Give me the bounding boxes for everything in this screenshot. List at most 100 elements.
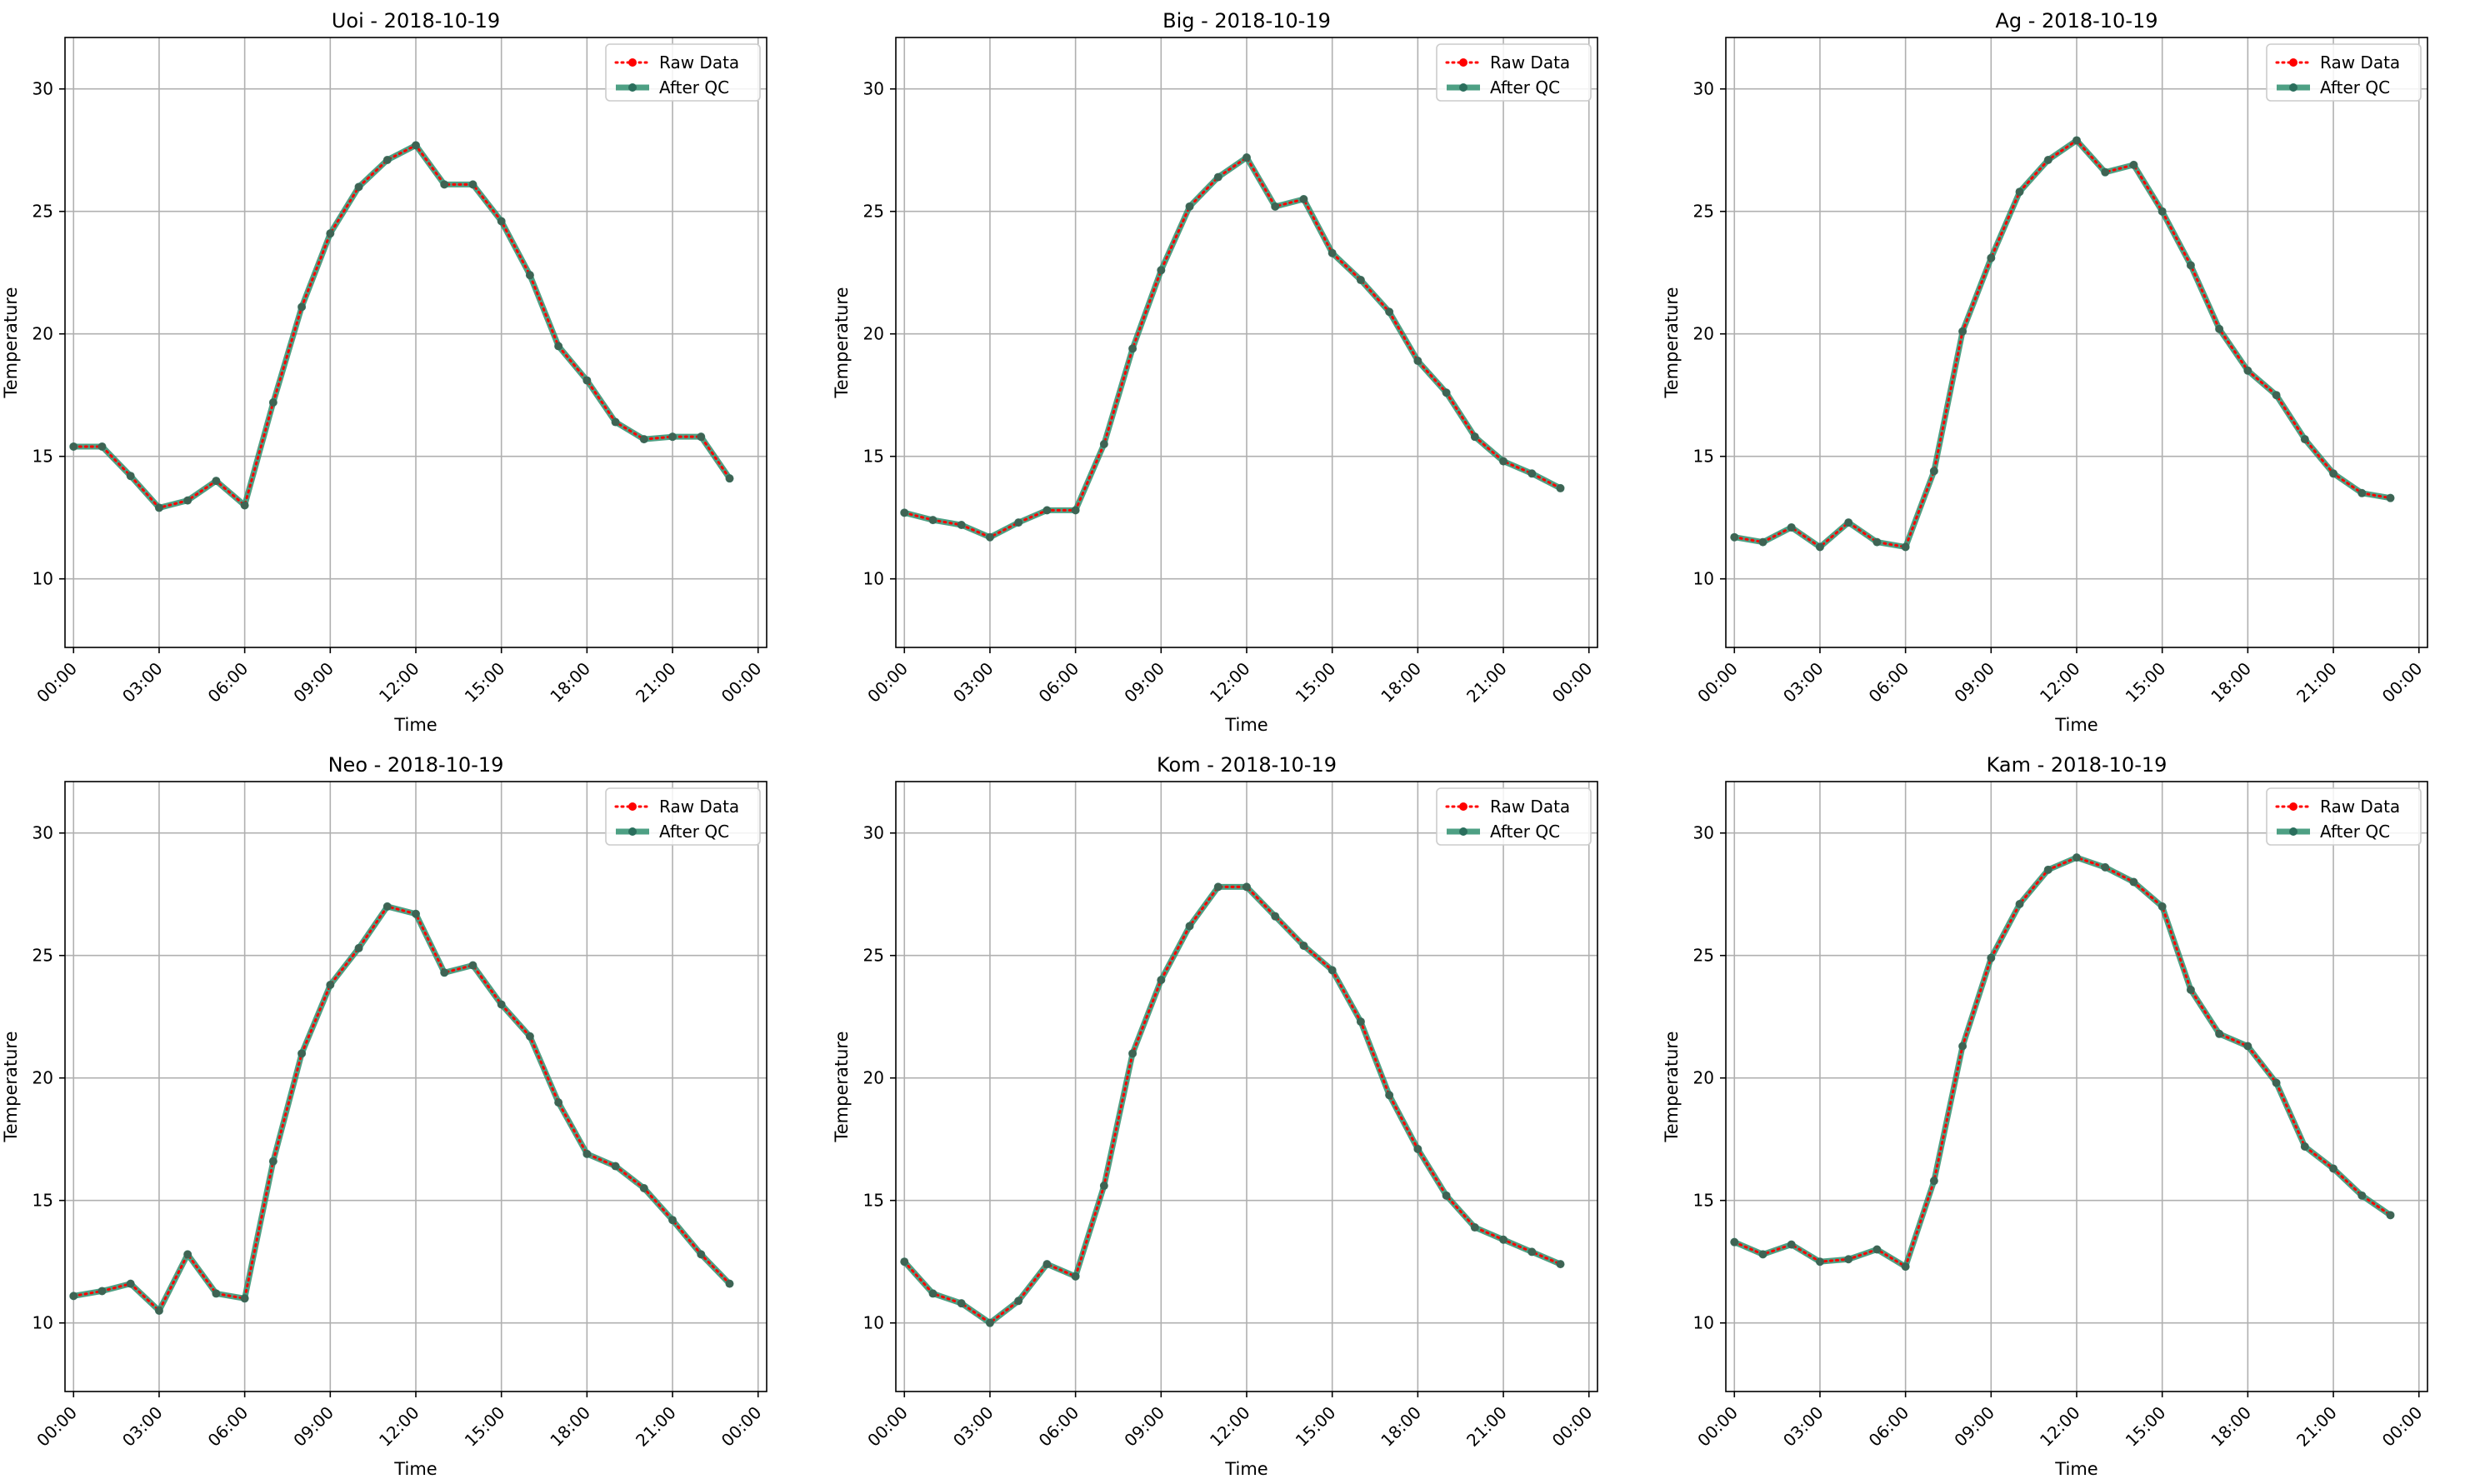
after-qc-point bbox=[928, 516, 938, 525]
after-qc-point bbox=[1356, 1017, 1365, 1027]
after-qc-point bbox=[2386, 1211, 2395, 1220]
x-tick-label: 06:00 bbox=[204, 658, 252, 707]
after-qc-point bbox=[582, 1149, 592, 1158]
after-qc-point bbox=[2329, 1164, 2338, 1173]
x-tick-label: 03:00 bbox=[118, 658, 167, 707]
x-tick-label: 12:00 bbox=[2036, 1402, 2084, 1451]
y-tick-label: 30 bbox=[1693, 79, 1714, 99]
after-qc-point bbox=[2272, 1078, 2281, 1087]
after-qc-point bbox=[2043, 865, 2052, 874]
after-qc-point bbox=[1528, 1247, 1537, 1257]
x-tick-label: 15:00 bbox=[2122, 1402, 2170, 1451]
after-qc-point bbox=[611, 1162, 620, 1171]
x-axis-label: Time bbox=[1224, 1459, 1268, 1479]
after-qc-point bbox=[1556, 483, 1565, 492]
y-tick-label: 15 bbox=[863, 1191, 884, 1211]
after-qc-point bbox=[1929, 1177, 1938, 1186]
x-tick-label: 00:00 bbox=[863, 1402, 912, 1451]
x-tick-label: 15:00 bbox=[461, 658, 509, 707]
x-tick-label: 00:00 bbox=[1693, 1402, 1742, 1451]
x-tick-label: 21:00 bbox=[632, 658, 680, 707]
legend-marker-raw-data bbox=[2289, 802, 2298, 811]
after-qc-point bbox=[697, 432, 706, 442]
after-qc-point bbox=[1901, 542, 1910, 552]
after-qc-point bbox=[1328, 966, 1337, 975]
after-qc-point bbox=[1128, 344, 1138, 353]
after-qc-point bbox=[1213, 172, 1222, 182]
after-qc-point bbox=[611, 417, 620, 427]
after-qc-point bbox=[1758, 1250, 1768, 1259]
after-qc-point bbox=[554, 342, 563, 351]
x-tick-label: 06:00 bbox=[1865, 1402, 1913, 1451]
after-qc-point bbox=[1987, 253, 1996, 262]
after-qc-point bbox=[1815, 1257, 1824, 1267]
y-tick-label: 30 bbox=[32, 823, 53, 843]
after-qc-point bbox=[440, 968, 449, 977]
after-qc-point bbox=[2101, 862, 2110, 872]
y-axis-label: Temperature bbox=[1662, 1031, 1682, 1142]
x-axis-label: Time bbox=[393, 1459, 437, 1479]
y-tick-label: 20 bbox=[32, 1068, 53, 1088]
x-tick-label: 21:00 bbox=[1462, 658, 1511, 707]
after-qc-point bbox=[1787, 522, 1796, 532]
after-qc-point bbox=[1872, 1245, 1882, 1254]
x-tick-label: 12:00 bbox=[2036, 658, 2084, 707]
after-qc-point bbox=[900, 508, 909, 517]
after-qc-point bbox=[412, 141, 420, 150]
x-tick-label: 12:00 bbox=[375, 1402, 423, 1451]
subplot-2: Big - 2018-10-19 10 15 20 25 30 00:00 03:00 06:0… bbox=[832, 9, 1598, 735]
after-qc-point bbox=[1213, 882, 1222, 892]
chart-title: Uoi - 2018-10-19 bbox=[332, 9, 500, 32]
after-qc-point bbox=[1442, 388, 1451, 397]
plot-frame bbox=[64, 37, 768, 648]
plot-frame bbox=[1725, 37, 2428, 648]
y-tick-label: 25 bbox=[32, 202, 53, 222]
series-line-after-qc bbox=[1731, 137, 2394, 550]
subplot-5: Kom - 2018-10-19 10 15 20 25 30 00:00 03:00 06:0… bbox=[832, 753, 1598, 1479]
after-qc-point bbox=[2329, 469, 2338, 478]
y-tick-label: 10 bbox=[863, 1313, 884, 1333]
legend-label-raw-data: Raw Data bbox=[1490, 797, 1570, 817]
x-tick-label: 03:00 bbox=[949, 1402, 998, 1451]
subplot-6: Kam - 2018-10-19 10 15 20 25 30 00:00 03:00 06:0… bbox=[1662, 753, 2428, 1479]
legend-marker-after-qc bbox=[2289, 827, 2298, 836]
after-qc-point bbox=[697, 1250, 706, 1259]
x-tick-label: 00:00 bbox=[32, 658, 81, 707]
series-line-raw-data bbox=[902, 885, 1562, 1325]
after-qc-point bbox=[497, 217, 506, 226]
after-qc-point bbox=[1442, 1191, 1451, 1200]
after-qc-point bbox=[725, 1279, 734, 1288]
x-tick-label: 00:00 bbox=[1693, 658, 1742, 707]
legend-label-after-qc: After QC bbox=[1490, 822, 1560, 842]
after-qc-point bbox=[354, 182, 363, 192]
after-qc-point bbox=[2243, 1042, 2252, 1051]
after-qc-point bbox=[1730, 532, 1739, 542]
after-qc-point bbox=[326, 981, 335, 989]
after-qc-point bbox=[240, 501, 249, 510]
after-qc-point bbox=[1470, 1223, 1479, 1232]
after-qc-point bbox=[582, 376, 592, 385]
after-qc-point bbox=[554, 1098, 563, 1107]
after-qc-point bbox=[1099, 1182, 1108, 1191]
after-qc-point bbox=[639, 1184, 648, 1192]
after-qc-point bbox=[1528, 469, 1537, 478]
after-qc-point bbox=[1929, 467, 1938, 476]
y-tick-label: 25 bbox=[863, 946, 884, 966]
legend-label-after-qc: After QC bbox=[659, 77, 729, 97]
y-tick-label: 25 bbox=[1693, 946, 1714, 966]
after-qc-point bbox=[240, 1294, 249, 1303]
y-tick-label: 30 bbox=[863, 823, 884, 843]
after-qc-point bbox=[1299, 941, 1308, 950]
after-qc-point bbox=[1385, 307, 1394, 317]
legend-label-after-qc: After QC bbox=[659, 822, 729, 842]
x-tick-label: 03:00 bbox=[1779, 658, 1828, 707]
y-tick-label: 20 bbox=[863, 324, 884, 344]
y-tick-label: 20 bbox=[1693, 1068, 1714, 1088]
plot-frame bbox=[1725, 781, 2428, 1392]
after-qc-point bbox=[2101, 167, 2110, 177]
x-tick-label: 09:00 bbox=[1120, 658, 1168, 707]
y-tick-label: 15 bbox=[863, 447, 884, 467]
x-axis-label: Time bbox=[2054, 1459, 2098, 1479]
after-qc-point bbox=[2158, 207, 2167, 216]
after-qc-point bbox=[668, 432, 678, 442]
